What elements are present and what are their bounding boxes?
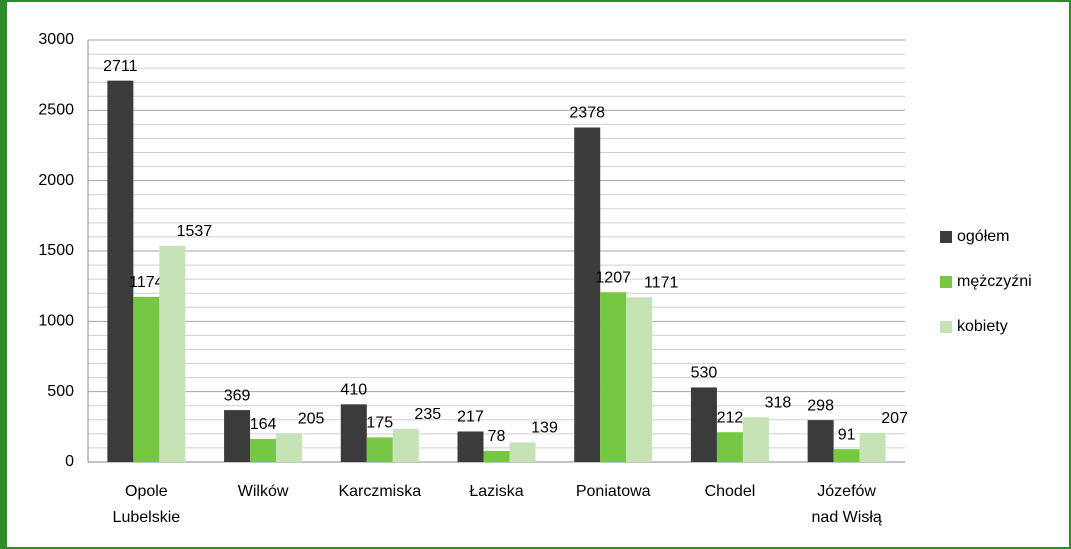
x-tick-label: Karczmiska — [338, 483, 421, 500]
data-label: 164 — [250, 416, 277, 433]
data-label: 205 — [298, 410, 325, 427]
bar — [250, 438, 277, 462]
data-label: 410 — [340, 382, 367, 399]
bar — [133, 296, 160, 462]
y-tick-label: 1000 — [38, 313, 74, 330]
bar — [366, 437, 393, 462]
x-tick-label: Poniatowa — [576, 483, 651, 500]
y-tick-label: 0 — [65, 453, 74, 470]
bar — [276, 433, 303, 462]
frame-accent — [0, 0, 7, 549]
x-tick-label: Józefów nad Wisłą — [812, 483, 882, 526]
legend-label: ogółem — [957, 228, 1009, 245]
bar — [833, 449, 860, 462]
data-label: 1174 — [129, 274, 164, 291]
data-label: 78 — [488, 428, 506, 445]
y-tick-label: 3000 — [38, 31, 74, 48]
data-label: 217 — [457, 409, 484, 426]
bar — [574, 127, 601, 463]
bar — [626, 297, 653, 462]
x-tick-label: Łaziska — [469, 483, 523, 500]
bar — [392, 428, 419, 462]
legend-swatch — [940, 321, 952, 333]
bar — [742, 417, 769, 462]
data-label: 91 — [838, 426, 856, 443]
data-label: 1207 — [595, 269, 631, 286]
legend-swatch — [940, 276, 952, 288]
data-label: 530 — [691, 365, 718, 382]
data-label: 235 — [414, 406, 441, 423]
data-label: 2378 — [569, 105, 605, 122]
bar — [716, 432, 743, 462]
bar — [159, 245, 186, 462]
data-label: 212 — [717, 409, 744, 426]
bar — [690, 387, 717, 462]
y-tick-label: 500 — [47, 383, 74, 400]
data-label: 369 — [224, 387, 251, 404]
x-tick-label: Opole Lubelskie — [113, 483, 181, 526]
bar — [600, 292, 627, 462]
bar — [483, 451, 510, 462]
bar — [509, 442, 536, 462]
bar — [859, 432, 886, 462]
y-tick-label: 1500 — [38, 242, 74, 259]
bar — [457, 431, 484, 462]
data-label: 175 — [366, 415, 393, 432]
y-tick-label: 2000 — [38, 172, 74, 189]
bar — [340, 404, 367, 462]
x-tick-label: Wilków — [238, 483, 289, 500]
data-label: 2711 — [103, 58, 138, 75]
data-label: 318 — [765, 394, 792, 411]
data-label: 298 — [807, 397, 834, 414]
legend-swatch — [940, 231, 952, 243]
bar — [224, 410, 251, 462]
legend-label: kobiety — [957, 318, 1008, 335]
data-label: 1537 — [177, 223, 213, 240]
data-label: 139 — [531, 420, 558, 437]
data-label: 207 — [881, 410, 908, 427]
bar — [807, 420, 834, 462]
y-tick-label: 2500 — [38, 102, 74, 119]
x-tick-label: Chodel — [705, 483, 756, 500]
data-label: 1171 — [644, 274, 679, 291]
legend-label: mężczyźni — [957, 273, 1032, 290]
bar — [107, 80, 134, 463]
